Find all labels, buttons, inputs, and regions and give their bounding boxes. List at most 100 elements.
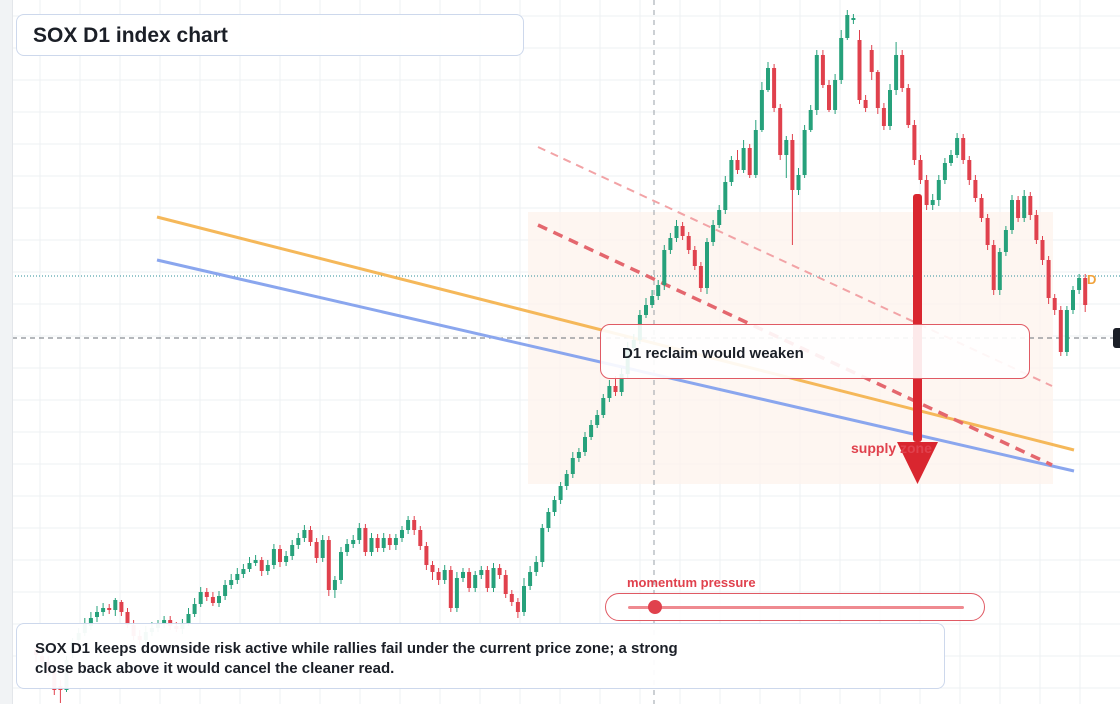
candle — [576, 448, 581, 462]
candle-body — [522, 586, 526, 612]
candle — [363, 524, 368, 556]
candle-body — [790, 140, 795, 190]
candle-body — [845, 15, 850, 38]
candle-body — [351, 540, 356, 544]
momentum-slider[interactable] — [605, 593, 985, 621]
candle-body — [979, 198, 984, 218]
candle-body — [1028, 196, 1033, 215]
candle — [705, 238, 709, 294]
candle — [247, 557, 252, 572]
candle-body — [1058, 310, 1063, 352]
candle — [198, 587, 203, 607]
candle-body — [406, 520, 411, 530]
candle — [674, 220, 679, 242]
candle-body — [454, 578, 459, 608]
candle-body — [503, 575, 508, 594]
candle-body — [1016, 200, 1021, 218]
candle — [589, 420, 594, 440]
candle — [881, 103, 886, 130]
candle-body — [784, 140, 789, 155]
candle — [192, 598, 197, 617]
candle — [961, 134, 966, 164]
candle — [595, 410, 600, 428]
candle-body — [1064, 310, 1069, 352]
candle — [753, 120, 758, 178]
candle-body — [485, 570, 490, 588]
candle — [747, 144, 752, 178]
candle-body — [558, 486, 563, 500]
candle — [997, 248, 1002, 295]
candle — [424, 542, 429, 570]
candle-body — [717, 210, 722, 225]
reclaim-callout: D1 reclaim would weaken — [600, 324, 1030, 379]
candle — [296, 533, 301, 549]
candle-body — [235, 574, 240, 580]
candle — [991, 240, 996, 295]
candle — [223, 580, 228, 600]
candle — [430, 561, 435, 580]
candle — [491, 563, 496, 592]
supply-zone-label: supply zone — [851, 440, 932, 456]
candle — [1083, 274, 1088, 312]
candle — [393, 534, 398, 550]
candle — [467, 568, 472, 592]
candle — [979, 194, 984, 222]
candle-body — [723, 182, 728, 210]
candle-body — [863, 100, 868, 108]
momentum-slider-handle[interactable] — [647, 600, 662, 614]
candle — [869, 45, 874, 80]
candle — [1077, 274, 1082, 294]
chart-title-text: SOX D1 index chart — [33, 24, 228, 47]
candle-body — [113, 600, 118, 610]
candle-body — [467, 572, 472, 588]
candle-body — [918, 160, 923, 180]
candle-body — [570, 458, 575, 474]
candle — [717, 205, 722, 228]
candle-body — [839, 38, 844, 80]
candle — [918, 155, 923, 184]
candle-body — [332, 580, 337, 590]
candle — [607, 380, 612, 402]
candle — [546, 508, 551, 532]
candle — [766, 62, 770, 92]
candle-body — [973, 180, 978, 198]
candle-body — [894, 55, 899, 90]
candle-body — [534, 562, 539, 572]
candle-body — [107, 608, 112, 610]
candle-body — [326, 540, 331, 590]
candle — [924, 175, 929, 210]
candle-body — [217, 596, 221, 603]
candle — [113, 598, 118, 616]
candle — [418, 526, 423, 550]
candle-body — [125, 612, 130, 625]
candle — [985, 214, 990, 250]
candle — [271, 544, 276, 569]
candle-body — [759, 90, 764, 130]
candle — [1003, 226, 1008, 256]
candle-body — [820, 55, 825, 85]
candle — [930, 194, 935, 210]
candle-body — [747, 148, 752, 175]
candle-body — [686, 236, 691, 250]
candle — [1052, 294, 1057, 315]
candle — [662, 245, 667, 290]
candle-body — [662, 250, 667, 285]
candle — [644, 298, 648, 318]
resistance-line — [537, 223, 1053, 467]
candle-body — [711, 225, 716, 242]
candle-body — [833, 80, 838, 110]
candle — [326, 536, 331, 596]
candle-body — [442, 570, 447, 580]
candle — [723, 176, 728, 214]
down-arrow — [897, 194, 938, 484]
candle-body — [985, 218, 990, 245]
candle — [1064, 306, 1069, 356]
candle — [290, 540, 295, 560]
candle — [900, 50, 905, 92]
candle — [729, 156, 734, 186]
candle — [302, 525, 307, 542]
candle-body — [583, 437, 587, 452]
candle-body — [619, 374, 624, 392]
candle-body — [680, 226, 685, 236]
candle — [375, 534, 380, 552]
